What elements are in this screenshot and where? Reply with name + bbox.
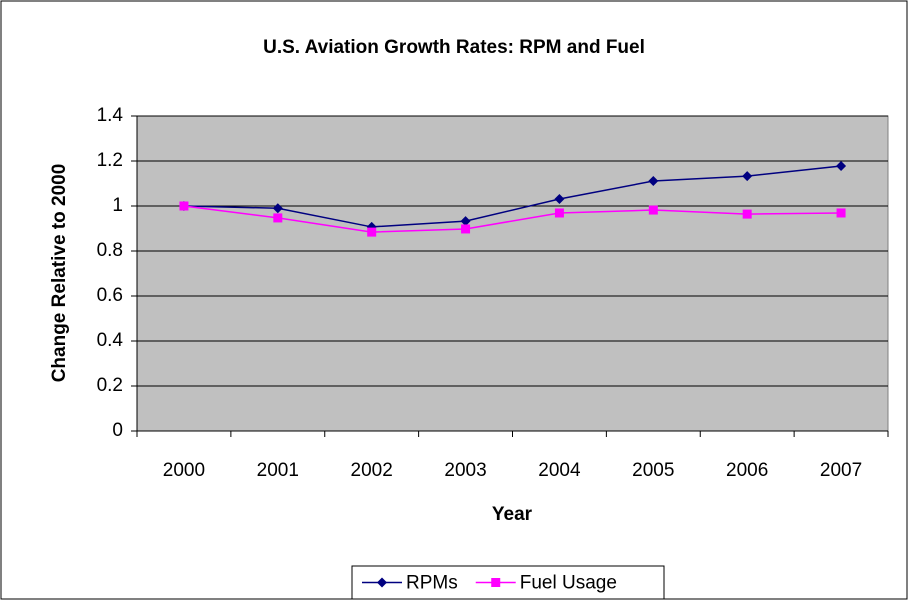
y-tick-label: 1.2 — [97, 150, 123, 171]
y-tick-label: 0.8 — [97, 240, 123, 261]
x-axis-label: Year — [492, 504, 533, 525]
series-line — [183, 165, 842, 228]
square-marker — [554, 208, 564, 218]
x-tick-label: 2004 — [538, 460, 581, 481]
legend-marker — [491, 578, 501, 587]
square-marker — [648, 205, 658, 215]
x-tick-label: 2003 — [444, 460, 486, 481]
y-axis-label: Change Relative to 2000 — [49, 164, 70, 383]
x-tick-label: 2001 — [257, 460, 299, 481]
square-marker — [461, 224, 471, 234]
diamond-marker — [272, 203, 283, 214]
diamond-marker — [742, 171, 753, 182]
x-tick-label: 2002 — [351, 460, 393, 481]
y-tick-label: 0.4 — [97, 330, 124, 351]
x-tick-label: 2000 — [163, 460, 205, 481]
y-tick-label: 1.4 — [97, 105, 124, 126]
diamond-marker — [836, 160, 847, 171]
x-tick-label: 2005 — [632, 460, 674, 481]
x-tick-label: 2006 — [726, 460, 768, 481]
diamond-marker — [554, 194, 565, 205]
legend-label: Fuel Usage — [520, 573, 617, 594]
square-marker — [179, 201, 189, 211]
square-marker — [836, 208, 846, 218]
y-tick-label: 1 — [112, 195, 123, 216]
y-tick-label: 0.2 — [97, 375, 123, 396]
diamond-marker — [460, 216, 471, 227]
x-tick-label: 2007 — [820, 460, 862, 481]
y-tick-label: 0.6 — [97, 285, 123, 306]
square-marker — [273, 213, 283, 223]
diamond-marker — [648, 176, 659, 187]
square-marker — [367, 227, 377, 237]
y-tick-label: 0 — [112, 420, 123, 441]
series-line — [183, 205, 842, 233]
legend-label: RPMs — [406, 573, 458, 594]
plot-background — [136, 115, 889, 432]
square-marker — [742, 209, 752, 219]
legend-marker — [377, 577, 387, 588]
chart-title: U.S. Aviation Growth Rates: RPM and Fuel — [263, 37, 645, 58]
